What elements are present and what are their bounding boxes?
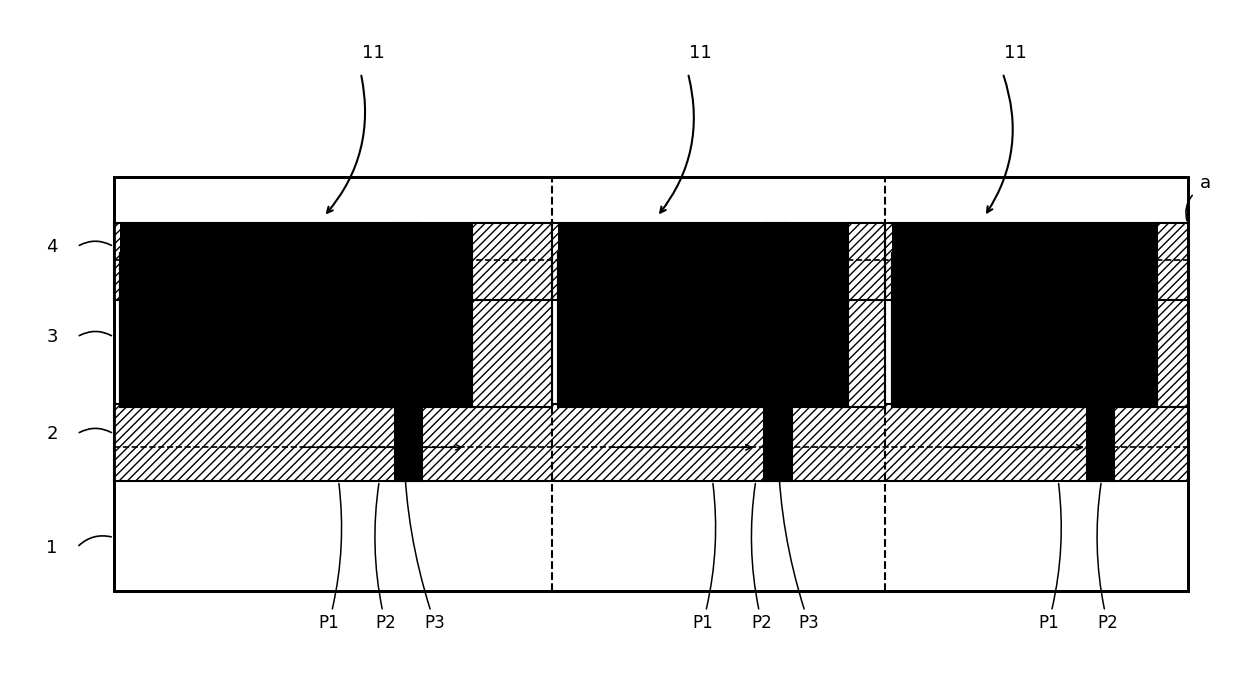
Bar	[472, 223, 552, 300]
Bar	[558, 253, 848, 407]
Bar	[558, 223, 848, 300]
Text: 11: 11	[1003, 44, 1027, 62]
Bar	[764, 223, 787, 258]
Bar	[764, 404, 791, 481]
Text: 2: 2	[46, 425, 58, 443]
Text: P3: P3	[777, 303, 820, 632]
Bar	[1157, 253, 1188, 407]
Bar	[120, 223, 472, 300]
Bar	[120, 253, 472, 407]
Text: 11: 11	[362, 44, 384, 62]
Text: P1: P1	[1038, 483, 1061, 632]
Bar	[120, 223, 472, 300]
Bar	[1157, 223, 1188, 300]
Text: P2: P2	[374, 483, 396, 632]
Bar	[1086, 404, 1114, 481]
Text: P1: P1	[319, 483, 341, 632]
Text: P2: P2	[751, 483, 773, 632]
Bar	[892, 253, 1157, 407]
Bar	[114, 223, 1188, 300]
Text: 11: 11	[689, 44, 712, 62]
Bar	[396, 404, 423, 481]
Text: 4: 4	[46, 238, 58, 255]
Text: P1: P1	[692, 483, 715, 632]
Bar	[114, 177, 1188, 591]
Bar	[472, 253, 552, 407]
Text: P3: P3	[404, 303, 445, 632]
Text: P2: P2	[1097, 483, 1118, 632]
Bar	[396, 223, 418, 258]
Bar	[892, 253, 1157, 407]
Bar	[892, 223, 1157, 300]
Bar	[114, 404, 1188, 481]
Bar	[114, 177, 1188, 591]
Bar	[120, 253, 472, 407]
Bar	[848, 253, 885, 407]
Bar	[848, 223, 885, 300]
Bar	[892, 223, 1157, 300]
Text: 3: 3	[46, 328, 58, 346]
Bar	[558, 253, 848, 407]
Text: a: a	[1200, 175, 1211, 192]
Text: 1: 1	[46, 539, 58, 557]
Bar	[558, 223, 848, 300]
